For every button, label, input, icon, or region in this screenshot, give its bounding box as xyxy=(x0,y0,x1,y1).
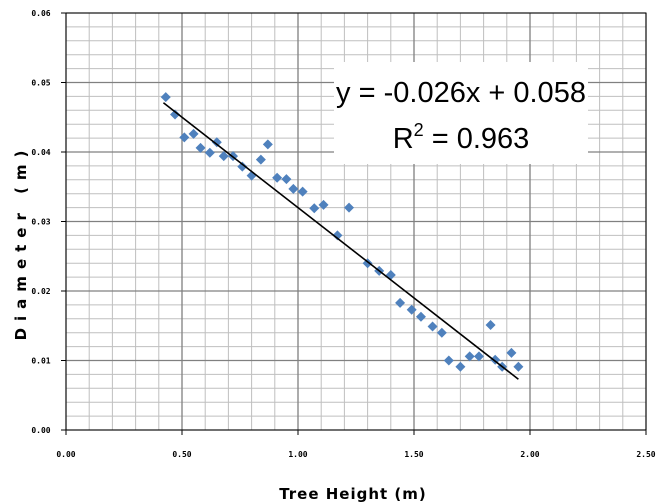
r-squared-prefix: R xyxy=(393,123,414,155)
data-point xyxy=(455,361,466,372)
y-tick-label: 0.05 xyxy=(31,79,50,88)
data-point xyxy=(427,321,438,332)
data-point xyxy=(211,137,222,148)
x-tick-label: 1.00 xyxy=(288,450,307,459)
plot-border xyxy=(65,12,647,431)
x-tick-label: 2.50 xyxy=(636,450,655,459)
data-point xyxy=(255,154,266,165)
r-squared-value: = 0.963 xyxy=(424,123,530,155)
data-point xyxy=(395,297,406,308)
x-tick-label: 1.50 xyxy=(404,450,423,459)
x-axis-tick-labels: 0.00 0.50 1.00 1.50 2.00 2.50 xyxy=(56,450,655,459)
r-squared-exponent: 2 xyxy=(414,120,424,140)
y-tick-label: 0.02 xyxy=(31,287,50,296)
x-axis-title: Tree Height (m) xyxy=(279,485,427,503)
y-axis-tick-labels: 0.00 0.01 0.02 0.03 0.04 0.05 0.06 xyxy=(31,9,50,435)
x-tick-label: 0.50 xyxy=(172,450,191,459)
data-point xyxy=(195,142,206,153)
data-point xyxy=(332,230,343,241)
trendline xyxy=(162,102,519,380)
y-tick-label: 0.00 xyxy=(31,426,50,435)
data-point xyxy=(485,320,496,331)
data-point xyxy=(406,304,417,315)
trendline-equation: y = -0.026x + 0.058 xyxy=(336,77,586,109)
y-tick-label: 0.03 xyxy=(31,218,50,227)
data-point xyxy=(262,139,273,150)
r-squared-label: R2 = 0.963 xyxy=(393,120,530,155)
data-point xyxy=(415,311,426,322)
data-point xyxy=(464,351,475,362)
data-point xyxy=(513,361,524,372)
data-point xyxy=(288,183,299,194)
data-point xyxy=(473,351,484,362)
data-point xyxy=(272,172,283,183)
data-point xyxy=(297,186,308,197)
x-tick-label: 0.00 xyxy=(56,450,75,459)
y-tick-label: 0.04 xyxy=(31,148,50,157)
x-tick-label: 2.00 xyxy=(520,450,539,459)
data-point xyxy=(506,347,517,358)
data-point xyxy=(218,151,229,162)
data-point xyxy=(318,199,329,210)
data-point xyxy=(443,355,454,366)
data-point xyxy=(281,174,292,185)
y-axis-title: Diameter (m) xyxy=(12,144,30,341)
y-tick-label: 0.01 xyxy=(31,357,50,366)
data-point xyxy=(188,128,199,139)
data-point xyxy=(436,327,447,338)
data-point xyxy=(309,203,320,214)
data-points xyxy=(160,92,524,372)
y-tick-label: 0.06 xyxy=(31,9,50,18)
data-point xyxy=(344,202,355,213)
data-point xyxy=(179,132,190,143)
data-point xyxy=(170,109,181,120)
data-point xyxy=(204,147,215,158)
data-point xyxy=(160,92,171,103)
equation-box: y = -0.026x + 0.058 R2 = 0.963 xyxy=(334,62,588,164)
data-point xyxy=(237,161,248,172)
